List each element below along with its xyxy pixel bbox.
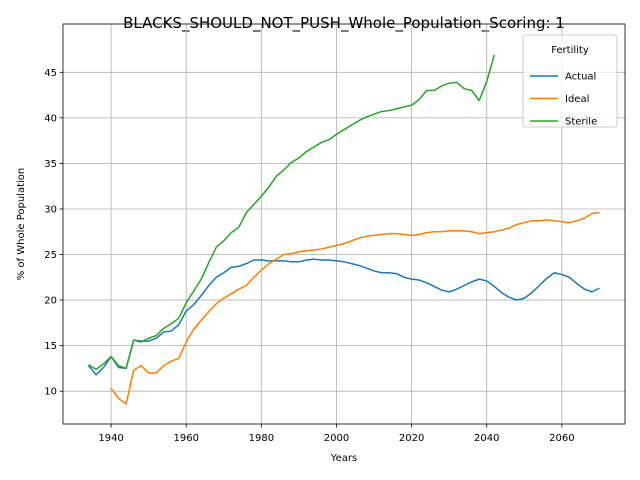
chart-title: BLACKS_SHOULD_NOT_PUSH_Whole_Population_…	[123, 14, 565, 33]
x-tick-label: 1940	[98, 433, 123, 444]
legend-label: Actual	[565, 72, 596, 83]
y-tick-label: 15	[44, 341, 57, 352]
legend-title: Fertility	[551, 45, 589, 56]
y-axis-label: % of Whole Population	[16, 168, 27, 281]
y-tick-label: 20	[44, 296, 57, 307]
plot-frame	[62, 23, 626, 425]
data-line	[87, 258, 600, 376]
data-line	[110, 211, 600, 405]
x-tick-label: 1960	[173, 433, 198, 444]
y-tick-label: 30	[44, 204, 57, 215]
y-tick-label: 35	[44, 159, 57, 170]
data-line	[88, 54, 495, 371]
x-tick-label: 2040	[474, 433, 499, 444]
legend-box	[522, 34, 618, 128]
x-tick-label: 2000	[324, 433, 349, 444]
y-tick-label: 10	[44, 387, 57, 398]
y-tick-label: 40	[44, 113, 57, 124]
x-axis-label: Years	[330, 453, 357, 464]
x-tick-label: 1980	[249, 433, 274, 444]
x-tick-label: 2020	[399, 433, 424, 444]
legend-label: Sterile	[565, 117, 597, 128]
legend: Fertility Actual Ideal Sterile	[522, 34, 618, 128]
y-tick-label: 45	[44, 68, 57, 79]
x-tick-label: 2060	[549, 433, 574, 444]
y-tick-label: 25	[44, 250, 57, 261]
legend-label: Ideal	[565, 94, 589, 105]
